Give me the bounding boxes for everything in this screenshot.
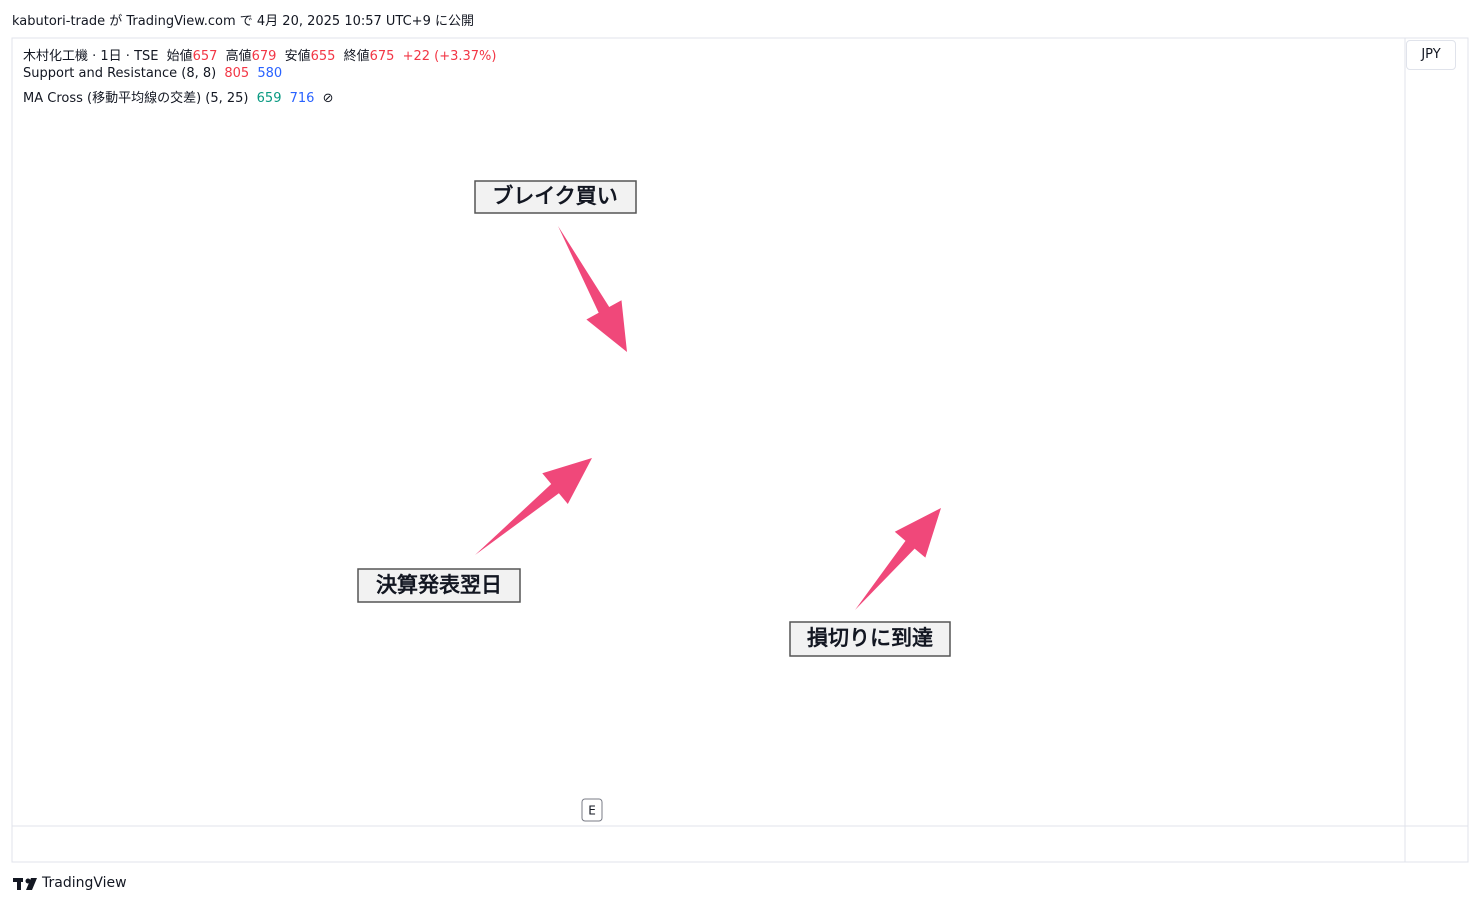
value: 657	[192, 49, 218, 64]
label: 高値	[225, 49, 252, 64]
value: 805	[224, 66, 250, 81]
annotations: ブレイク買い 決算発表翌日 損切りに到達 E	[357, 180, 951, 822]
annotation: 決算発表翌日	[376, 573, 502, 597]
change: +22 (+3.37%)	[402, 49, 497, 64]
logo	[13, 878, 37, 890]
annotation-box	[357, 568, 521, 603]
value: 675	[369, 49, 395, 64]
currency-button[interactable]: JPY	[1406, 40, 1456, 70]
annotation: 損切りに到達	[807, 626, 933, 650]
footer-brand: TradingView	[42, 875, 127, 891]
indicator-name: Support and Resistance (8, 8)	[23, 66, 217, 81]
legend-indicator: MA Cross (移動平均線の交差) (5, 25) 659 716 ⊘	[23, 87, 338, 106]
value: 580	[257, 66, 283, 81]
arrow	[855, 508, 941, 610]
publish-header: kabutori-trade が TradingView.com で 4月 20…	[12, 14, 474, 29]
legend-symbol: 木村化工機 · 1日 · TSE 始値657 高値679 安値655 終値675…	[23, 45, 500, 64]
event-label: E	[588, 804, 596, 818]
event-badge[interactable]	[581, 798, 603, 822]
value: 716	[289, 91, 315, 106]
value: 655	[310, 49, 336, 64]
label: 安値	[284, 49, 311, 64]
icon[interactable]: ⊘	[322, 91, 334, 106]
chart-frame	[11, 37, 1469, 863]
indicator-name: MA Cross (移動平均線の交差) (5, 25)	[23, 91, 249, 106]
value: 679	[251, 49, 277, 64]
annotation-box	[789, 621, 951, 657]
arrow	[558, 226, 627, 352]
arrow	[475, 458, 592, 555]
legend-indicator: Support and Resistance (8, 8) 805 580	[23, 66, 286, 81]
symbol: 木村化工機 · 1日 · TSE	[23, 49, 159, 64]
value: 659	[256, 91, 282, 106]
annotation-box	[474, 180, 637, 214]
label: 終値	[343, 49, 370, 64]
label: 始値	[166, 49, 193, 64]
annotation: ブレイク買い	[492, 184, 618, 208]
